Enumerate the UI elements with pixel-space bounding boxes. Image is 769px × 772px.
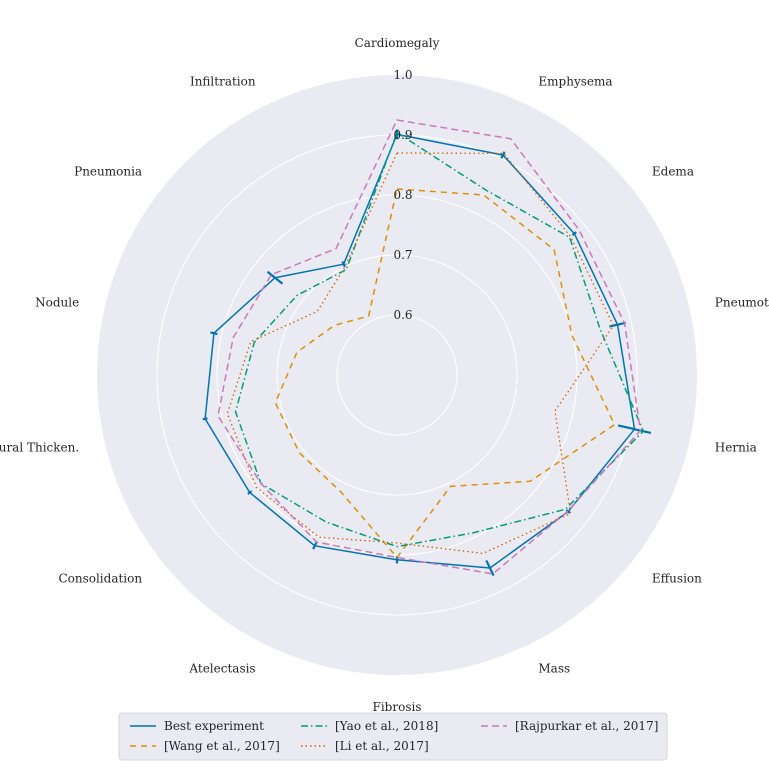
series-line-wang-et-al-2017: [274, 188, 616, 559]
category-label-infiltration: Infiltration: [190, 74, 256, 88]
series-line-yao-et-al-2018: [234, 131, 645, 548]
error-bar-mass: [485, 559, 495, 577]
error-bar-infiltration: [341, 261, 346, 268]
error-bar-pneumonia: [266, 270, 284, 285]
tick-label-4: 1.0: [393, 68, 412, 82]
category-label-cardiomegaly: Cardiomegaly: [355, 36, 440, 50]
series-layer: [202, 119, 652, 577]
error-bar-pleural-thicken: [202, 417, 208, 421]
plot-background: [97, 75, 697, 675]
error-bar-consolidation: [247, 490, 253, 495]
category-label-hernia: Hernia: [715, 441, 757, 455]
category-labels: Cardiomegaly Emphysema Edema Pneumothorax He…: [0, 36, 769, 714]
error-bar-hernia: [617, 424, 652, 435]
legend-item-best-experiment: Best experiment: [130, 719, 264, 733]
radial-ticks: 0.6 0.7 0.8 0.9 1.0: [393, 68, 412, 322]
legend-frame: [118, 712, 668, 761]
legend-item-rajpurkar-et-al-2017: [Rajpurkar et al., 2017]: [481, 719, 658, 733]
error-bar-pneumothorax: [609, 321, 626, 328]
category-label-emphysema: Emphysema: [538, 74, 612, 88]
category-label-atelectasis: Atelectasis: [188, 662, 255, 676]
grid-circle-2: [216, 194, 578, 556]
tick-label-1: 0.7: [393, 248, 412, 262]
plot-disc: [97, 75, 697, 675]
category-label-fibrosis: Fibrosis: [373, 700, 422, 714]
legend: Best experiment [Wang et al., 2017] [Yao e…: [118, 712, 668, 761]
category-label-effusion: Effusion: [652, 571, 702, 585]
legend-item-yao-et-al-2018: [Yao et al., 2018]: [301, 719, 438, 733]
legend-label-li-et-al-2017: [Li et al., 2017]: [335, 739, 429, 753]
tick-label-3: 0.9: [393, 128, 412, 142]
series-yao-et-al-2018: [234, 131, 645, 548]
series-line-li-et-al-2017: [226, 152, 615, 555]
legend-label-wang-et-al-2017: [Wang et al., 2017]: [164, 739, 280, 753]
tick-label-0: 0.6: [393, 308, 412, 322]
category-label-nodule: Nodule: [35, 296, 79, 310]
grid-circle-1: [276, 254, 518, 496]
error-bar-effusion: [565, 509, 571, 514]
grid-circle-0: [336, 314, 458, 436]
legend-label-rajpurkar-et-al-2017: [Rajpurkar et al., 2017]: [515, 719, 658, 733]
series-li-et-al-2017: [226, 152, 615, 555]
legend-item-li-et-al-2017: [Li et al., 2017]: [301, 739, 429, 753]
tick-label-2: 0.8: [393, 188, 412, 202]
category-label-pneumothorax: Pneumothorax: [715, 296, 769, 310]
category-label-consolidation: Consolidation: [58, 571, 142, 585]
error-bar-atelectasis: [312, 542, 318, 550]
legend-label-best-experiment: Best experiment: [164, 719, 264, 733]
series-line-rajpurkar-et-al-2017: [217, 119, 642, 575]
category-label-pneumonia: Pneumonia: [74, 165, 142, 179]
legend-item-wang-et-al-2017: [Wang et al., 2017]: [130, 739, 280, 753]
series-wang-et-al-2017: [274, 188, 616, 559]
category-label-mass: Mass: [538, 662, 570, 676]
error-bar-edema: [571, 231, 577, 236]
category-label-edema: Edema: [652, 165, 694, 179]
legend-label-yao-et-al-2018: [Yao et al., 2018]: [335, 719, 438, 733]
error-bar-nodule: [210, 331, 218, 336]
error-bar-emphysema: [500, 151, 506, 159]
category-label-pleural-thicken: Pleural Thicken.: [0, 441, 79, 455]
series-rajpurkar-et-al-2017: [217, 119, 642, 575]
